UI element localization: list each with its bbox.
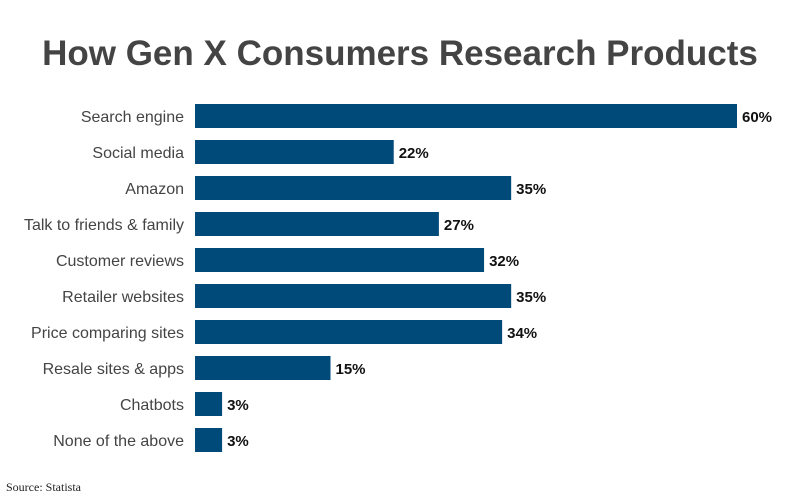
category-label: Chatbots [120,397,184,414]
bar [195,356,331,380]
bar [195,104,737,128]
value-label: 35% [516,181,546,198]
value-label: 3% [227,397,249,414]
category-label: Social media [92,145,184,162]
value-label: 27% [444,217,474,234]
value-label: 15% [336,361,366,378]
source-note: Source: Statista [6,480,81,494]
category-label: None of the above [53,433,184,450]
category-label: Resale sites & apps [43,361,184,378]
value-label: 32% [489,253,519,270]
category-label: Price comparing sites [31,325,184,342]
bar [195,320,503,344]
category-label: Retailer websites [62,289,184,306]
chart-title: How Gen X Consumers Research Products [42,34,758,73]
bar [195,140,394,164]
bar [195,212,439,236]
category-label: Search engine [81,109,184,126]
bar [195,284,512,308]
value-label: 22% [399,145,429,162]
value-label: 35% [516,289,546,306]
category-label: Amazon [125,181,184,198]
value-label: 3% [227,433,249,450]
value-label: 34% [507,325,537,342]
category-label: Talk to friends & family [24,217,184,234]
bar [195,428,223,452]
bar [195,392,223,416]
bar [195,176,512,200]
category-label: Customer reviews [56,253,184,270]
value-label: 60% [742,109,772,126]
bar [195,248,485,272]
